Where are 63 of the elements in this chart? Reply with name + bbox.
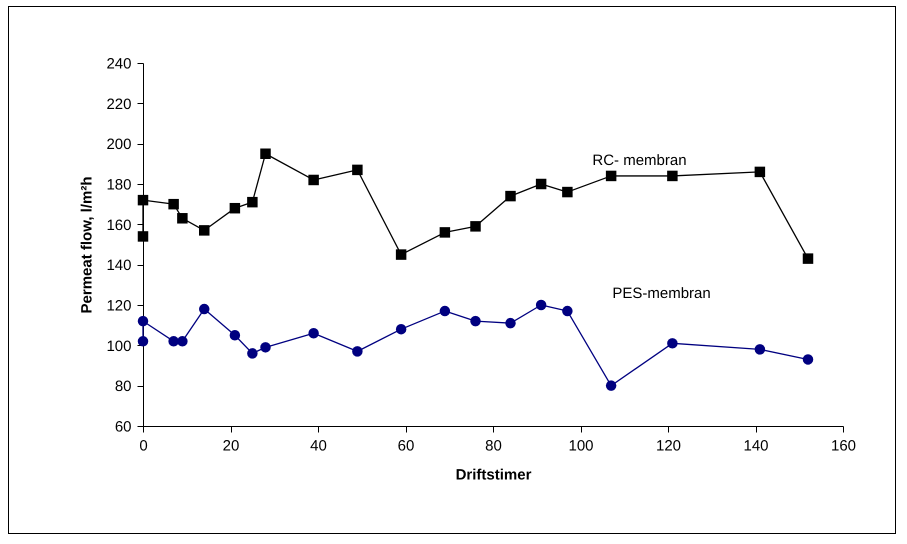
point (754, 344, 766, 355)
point (138, 316, 148, 326)
x-tick-label: 0 (139, 438, 148, 454)
x-tick-label: 140 (743, 438, 769, 454)
point (168, 198, 179, 210)
point (352, 346, 363, 357)
point (536, 178, 546, 190)
point (396, 324, 406, 334)
point (754, 166, 766, 178)
x-axis-title: Driftstimer (456, 466, 532, 484)
point (470, 221, 481, 232)
point (247, 348, 258, 359)
x-tick-label: 60 (398, 438, 414, 454)
text: PES-membran (612, 285, 711, 302)
y-tick-label: 240 (106, 56, 132, 72)
point (505, 190, 516, 202)
x-tick-label: 120 (656, 438, 682, 454)
point (138, 336, 148, 347)
point (396, 249, 406, 260)
y-axis-title: Permeat flow, l/m²h (78, 176, 96, 314)
point (440, 227, 450, 238)
point (230, 202, 240, 214)
x-tick-label: 20 (222, 438, 240, 454)
point (606, 170, 616, 182)
point (230, 330, 240, 340)
point (260, 148, 271, 159)
point (667, 170, 678, 182)
x-tick-label: 80 (485, 438, 502, 454)
point (247, 196, 258, 208)
point (177, 213, 188, 224)
x-tick-label: 160 (830, 438, 856, 454)
point (470, 316, 481, 326)
point (505, 318, 516, 328)
y-tick-label: 80 (114, 378, 132, 396)
point (440, 306, 450, 316)
y-tick-label: 180 (106, 176, 132, 194)
point (606, 380, 616, 391)
point (802, 253, 814, 264)
point (562, 186, 573, 198)
y-tick-label: 140 (106, 257, 132, 274)
series-label: RC- membran (592, 152, 687, 170)
y-tick-label: 60 (114, 418, 132, 436)
y-tick-label: 100 (106, 338, 132, 355)
point (199, 225, 210, 236)
point (138, 231, 148, 242)
point (562, 306, 573, 316)
point (177, 336, 188, 347)
point (308, 174, 319, 186)
point (168, 336, 179, 347)
point (260, 342, 271, 353)
y-tick-label: 220 (106, 96, 132, 113)
y-tick-label: 200 (106, 136, 132, 154)
point (352, 164, 363, 176)
point (802, 354, 814, 365)
point (199, 304, 210, 314)
y-tick-label: 120 (106, 298, 132, 314)
y-tick-label: 160 (106, 216, 132, 234)
x-tick-label: 40 (310, 438, 327, 454)
point (138, 194, 148, 206)
point (536, 300, 546, 310)
x-tick-label: 100 (568, 438, 594, 454)
point (308, 328, 319, 338)
point (667, 338, 678, 349)
